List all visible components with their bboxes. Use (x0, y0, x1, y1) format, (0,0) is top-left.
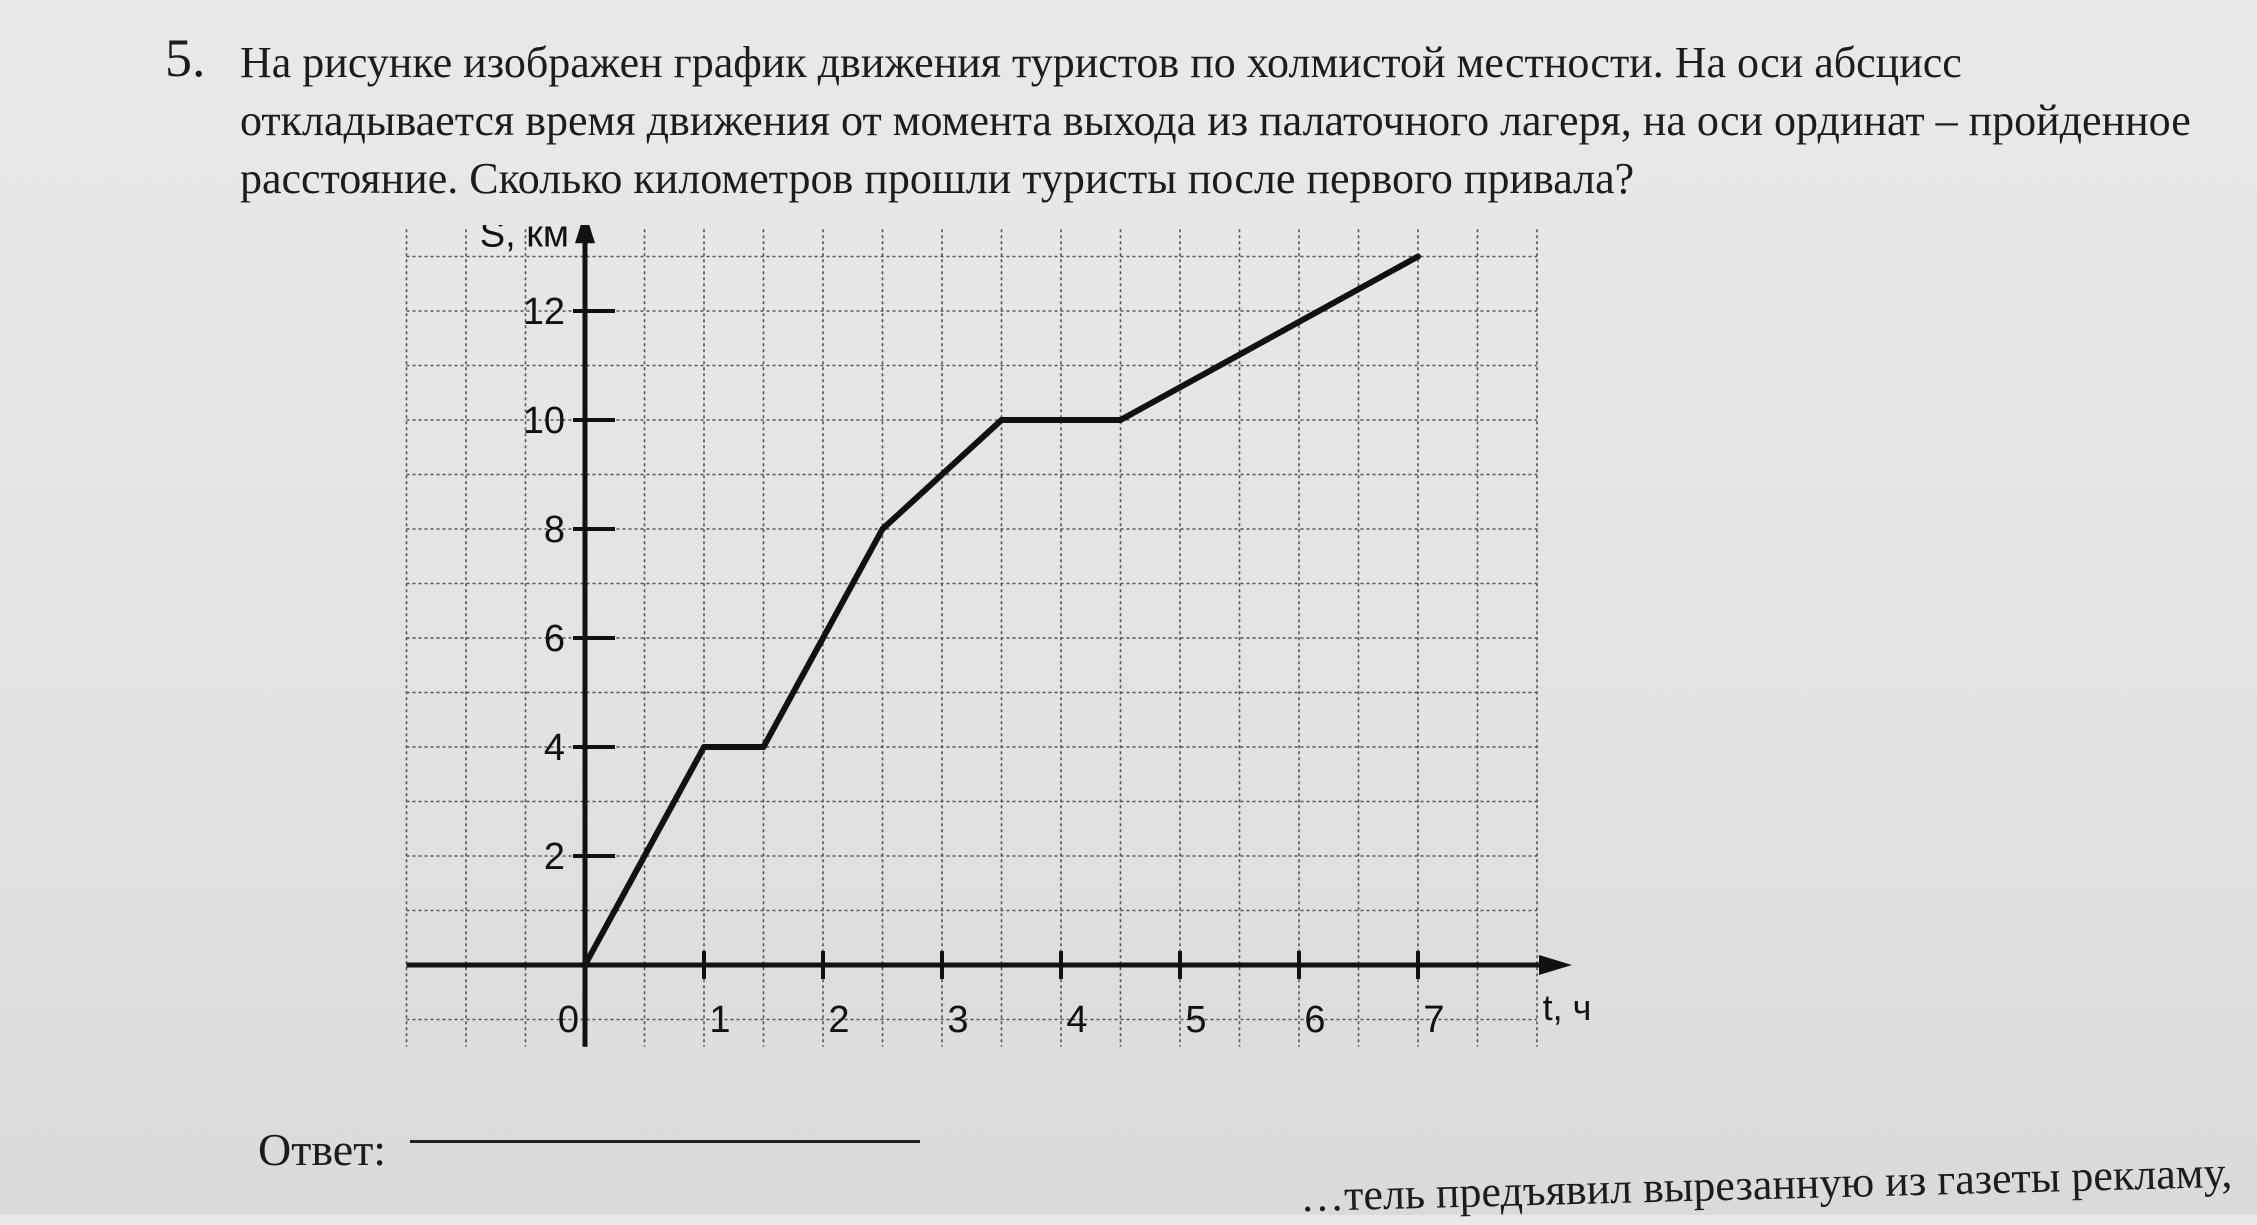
answer-line[interactable] (410, 1140, 920, 1143)
problem-text-line: откладывается время движения от момента … (240, 96, 2191, 145)
y-tick-label: 4 (544, 727, 565, 769)
data-point (1117, 417, 1124, 423)
data-point (582, 962, 588, 968)
problem-text: На рисунке изображен график движения тур… (240, 34, 2240, 208)
y-tick-label: 10 (523, 400, 565, 442)
origin-label: 0 (558, 999, 579, 1041)
x-axis-title: t, ч (1543, 987, 1592, 1028)
next-problem-fragment: …тель предъявил вырезанную из газеты рек… (1299, 1147, 2233, 1222)
x-tick-label: 2 (828, 999, 849, 1041)
x-tick-label: 7 (1423, 999, 1444, 1041)
x-tick-label: 1 (709, 999, 730, 1041)
data-point (1415, 253, 1421, 260)
x-tick-label: 5 (1185, 999, 1206, 1041)
y-tick-label: 12 (523, 291, 565, 333)
y-axis-arrow-icon (575, 211, 595, 244)
y-tick-label: 6 (544, 618, 565, 660)
graph-series (582, 253, 1421, 968)
problem-text-line: На рисунке изображен график движения тур… (240, 38, 1962, 87)
graph-ticks (573, 309, 1420, 979)
problem-number: 5. (165, 28, 206, 88)
answer-label: Ответ: (258, 1124, 387, 1175)
data-point (998, 417, 1005, 423)
y-axis-title: S, км (480, 225, 569, 255)
y-tick-label: 8 (544, 509, 565, 551)
data-point (760, 744, 767, 750)
graph-axes (406, 211, 1572, 1047)
x-tick-label: 3 (947, 999, 968, 1041)
distance-time-graph: 1 2 3 4 5 6 7 2 4 6 8 10 12 0 S, км t, ч (370, 211, 1630, 1060)
x-tick-label: 6 (1304, 999, 1325, 1041)
data-point (701, 744, 707, 750)
x-tick-label: 4 (1066, 999, 1087, 1041)
problem-text-line: расстояние. Сколько километров прошли ту… (240, 154, 1635, 203)
y-tick-label: 2 (544, 836, 565, 878)
x-axis-arrow-icon (1539, 955, 1572, 975)
data-point (879, 526, 886, 532)
